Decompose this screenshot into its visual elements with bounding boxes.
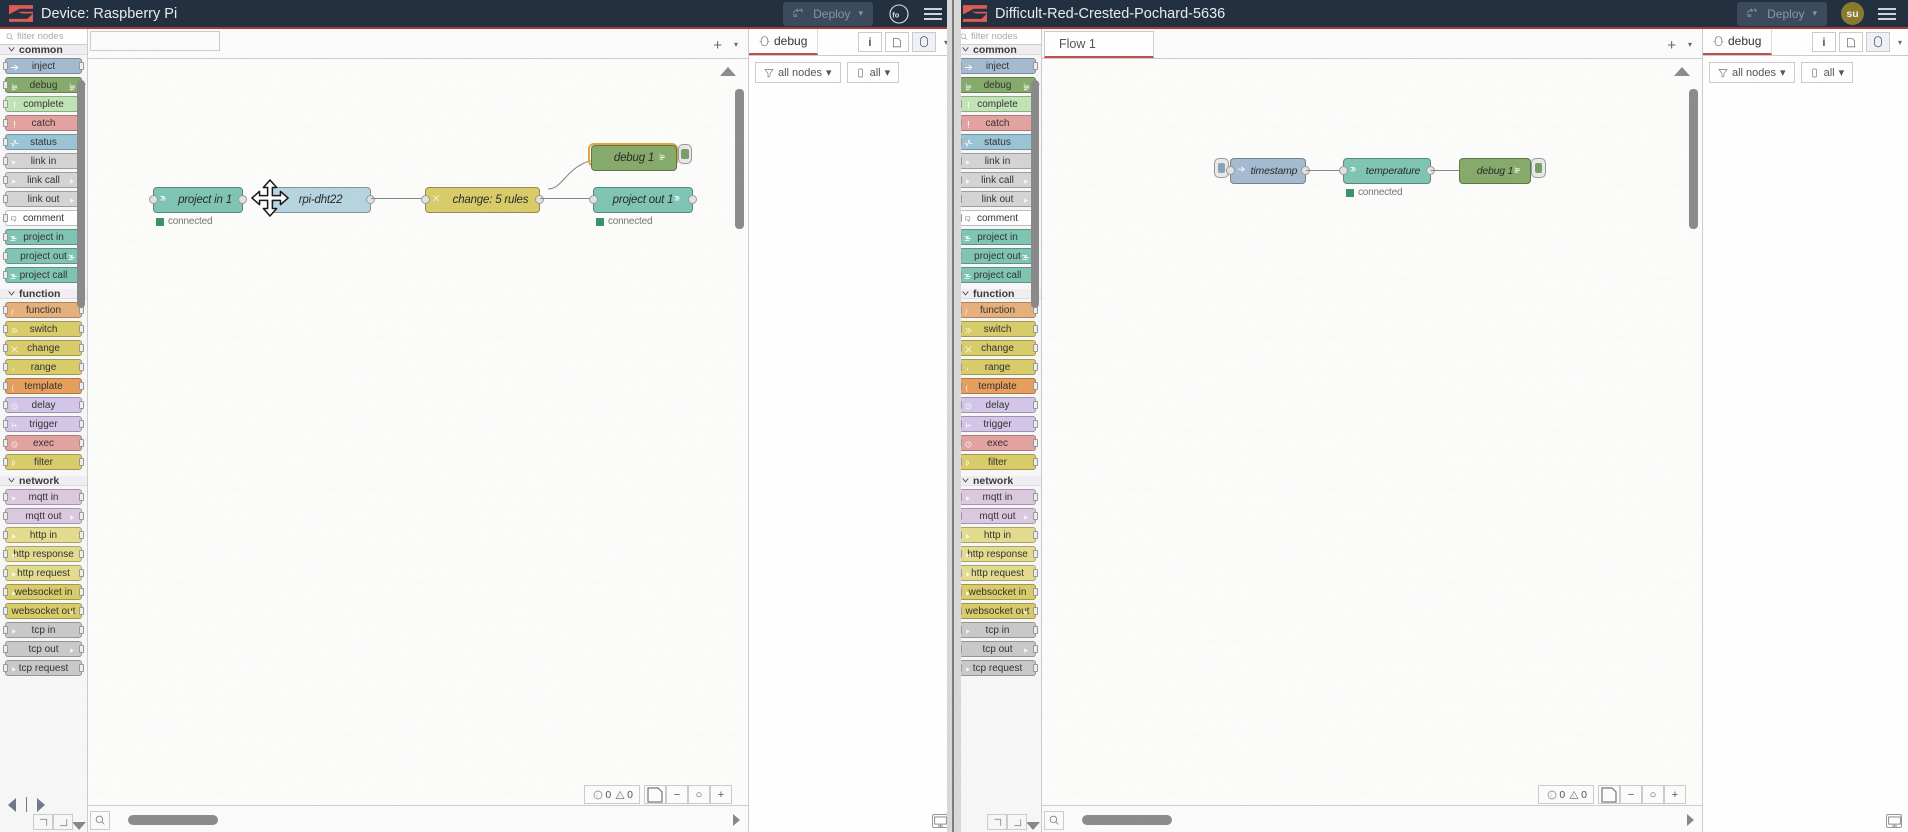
svg-text:{: {	[12, 384, 14, 391]
svg-text:fo: fo	[892, 10, 899, 19]
svg-text:f: f	[965, 308, 968, 315]
svg-text:!: !	[619, 793, 620, 798]
svg-text:i: i	[13, 366, 15, 372]
svg-text:{: {	[966, 384, 968, 391]
svg-text:i: i	[1551, 793, 1552, 798]
svg-text:f: f	[11, 308, 14, 315]
svg-text:!: !	[1573, 793, 1574, 798]
svg-text:i: i	[597, 793, 598, 798]
svg-text:i: i	[967, 366, 969, 372]
